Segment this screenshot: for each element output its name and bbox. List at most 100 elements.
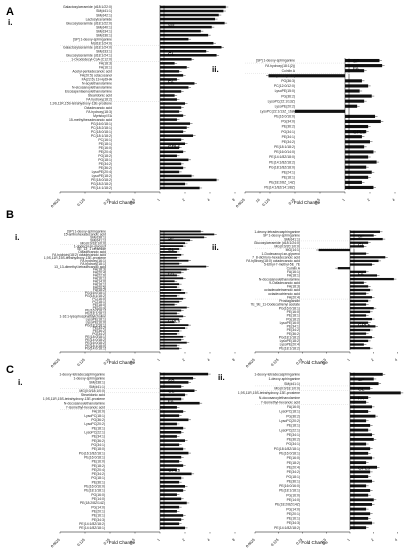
category-label-A-i-18: FA(22:6) 13-HpDHA bbox=[82, 78, 113, 82]
bar-C-i-2 bbox=[160, 381, 189, 384]
category-label-A-i-27: Myristoyl EA bbox=[93, 114, 113, 118]
bar-B-ii-14 bbox=[350, 281, 364, 284]
bar-B-ii-8 bbox=[350, 259, 379, 263]
bar-B-i-12 bbox=[160, 265, 207, 268]
category-label-A-i-16: Acetyl-pentadecanoic acid bbox=[72, 70, 112, 74]
category-label-B-i-35: PG(34:2) bbox=[92, 332, 106, 336]
bar-C-ii-2 bbox=[350, 382, 379, 386]
bar-C-ii-0 bbox=[350, 372, 383, 376]
bar-B-i-20 bbox=[160, 289, 182, 291]
category-label-C-i-5: Stearidonic acid bbox=[81, 393, 105, 397]
category-label-B-ii-28: PE(36:2) bbox=[287, 332, 300, 336]
category-label-A-i-4: Glucosylceramide (d18:1/22:0) bbox=[66, 21, 112, 25]
category-label-B-ii-10: Colnlin A bbox=[287, 266, 301, 270]
bar-C-i-32 bbox=[160, 505, 180, 509]
bar-B-i-11 bbox=[160, 262, 180, 265]
category-label-C-ii-8: LysoPC(18:1) bbox=[279, 410, 300, 414]
group-label-C-ii-2: FA bbox=[358, 396, 365, 402]
category-label-C-i-33: PE(20:1) bbox=[92, 509, 105, 513]
group-label-C-i-3: GPLs bbox=[168, 468, 181, 474]
bar-A-i-10 bbox=[160, 45, 222, 49]
category-label-C-i-22: PE(18:2) bbox=[92, 464, 105, 468]
bar-B-ii-2 bbox=[350, 237, 383, 241]
bar-C-i-18 bbox=[160, 447, 184, 451]
bar-A-ii-8 bbox=[345, 99, 365, 103]
category-label-B-ii-24: PG(18:2) bbox=[286, 317, 300, 321]
group-label-A-i-3: GPLs bbox=[168, 144, 181, 150]
category-label-C-ii-4: 1,9S,11R,15S-tetrahydroxy-13E-prostene bbox=[238, 391, 300, 395]
bar-C-i-21 bbox=[160, 460, 180, 463]
category-label-A-ii-23: PE(18:1) bbox=[282, 176, 295, 180]
x-tick-label-B-ii-1: 0.125 bbox=[270, 358, 279, 367]
bar-C-ii-20 bbox=[350, 465, 378, 469]
x-tick-label-B-ii-5: 2 bbox=[370, 358, 374, 362]
category-label-B-ii-15: FA(18:3) bbox=[287, 285, 300, 289]
category-label-C-ii-6: 7-isomethyl-hexanoic acid bbox=[261, 400, 300, 404]
bar-A-i-17 bbox=[160, 74, 184, 77]
category-label-A-ii-18: PE(16:0/14:0) bbox=[274, 150, 295, 154]
subpanel-label-C-ii: ii. bbox=[218, 373, 225, 382]
group-label-B-ii-3: GPLs bbox=[358, 323, 371, 329]
bar-B-i-34 bbox=[160, 330, 180, 332]
bar-C-i-6 bbox=[160, 397, 182, 401]
bar-C-ii-3 bbox=[350, 386, 371, 390]
bar-A-ii-7 bbox=[345, 94, 372, 98]
x-tick-label-A-i-0: 0.0625 bbox=[50, 198, 61, 209]
x-tick-label-A-i-8: 16 bbox=[255, 198, 261, 204]
x-tick-label-B-ii-6: 4 bbox=[394, 358, 398, 362]
bar-B-ii-21 bbox=[350, 307, 374, 310]
bar-A-i-32 bbox=[160, 134, 194, 137]
category-label-C-i-12: LysoPC(20:2) bbox=[84, 422, 105, 426]
category-label-B-i-4: MG(0:0/18:1/0:0) bbox=[80, 241, 106, 245]
group-label-A-ii-1: FA bbox=[353, 66, 360, 72]
bar-C-i-4 bbox=[160, 389, 195, 392]
bar-A-i-38 bbox=[160, 158, 189, 162]
category-label-C-ii-31: PE(16:1) bbox=[287, 517, 300, 521]
category-label-B-i-31: LysoPE(16:0) bbox=[86, 320, 106, 324]
bar-A-ii-13 bbox=[345, 124, 369, 129]
bar-A-ii-6 bbox=[345, 89, 360, 93]
x-tick-label-C-i-4: 1 bbox=[156, 538, 160, 542]
group-label-B-ii-0: SP bbox=[358, 233, 364, 239]
bar-A-i-39 bbox=[160, 162, 182, 166]
bar-A-ii-25 bbox=[345, 185, 374, 190]
bar-C-i-9 bbox=[160, 410, 184, 413]
bar-A-i-9 bbox=[160, 41, 214, 45]
bar-B-ii-20 bbox=[350, 303, 367, 306]
bar-C-i-0 bbox=[160, 372, 209, 376]
category-label-B-i-16: FA(16:1) bbox=[93, 276, 106, 280]
bar-A-ii-14 bbox=[345, 130, 367, 134]
category-label-A-ii-15: PE(34:1) bbox=[282, 135, 295, 139]
x-tick-label-B-i-3: 0.5 bbox=[129, 358, 135, 364]
category-label-A-i-12: Glucosylceramide (d18:1/24:1) bbox=[66, 53, 112, 57]
category-label-B-i-3: SM(d41:1) bbox=[90, 238, 106, 242]
x-axis-label-A-i: Fold Change bbox=[109, 200, 136, 205]
bar-B-ii-22 bbox=[350, 310, 371, 313]
category-label-B-i-1: 15-aminohexadecanoic acid bbox=[64, 233, 106, 237]
category-label-A-i-40: PE(36:2) bbox=[99, 166, 112, 170]
bar-C-i-29 bbox=[160, 493, 177, 496]
x-tick-label-B-i-0: 0.0625 bbox=[50, 358, 61, 369]
x-axis-label-B-i: Fold Change bbox=[109, 360, 136, 365]
bar-A-i-1 bbox=[160, 9, 224, 13]
bar-B-i-17 bbox=[160, 280, 175, 283]
category-label-C-i-6: 1,9S,11R,15S-tetrahydroxy-13E-prostene bbox=[43, 397, 105, 401]
category-label-C-ii-15: PG(34:1) bbox=[286, 442, 300, 446]
bar-A-i-34 bbox=[160, 142, 185, 145]
x-tick-label-A-ii-6: 4 bbox=[391, 198, 395, 202]
bar-A-i-15 bbox=[160, 66, 187, 69]
category-label-C-i-23: PE(20:4) bbox=[92, 468, 105, 472]
category-label-C-ii-28: PE(18:2/8Z/14Z) bbox=[275, 503, 300, 507]
category-label-C-ii-22: PG(18:1) bbox=[286, 475, 300, 479]
category-label-A-i-10: Galactosylceramide (d18:1/24:0) bbox=[63, 45, 112, 49]
category-label-C-ii-12: LysoPC(22:1) bbox=[279, 428, 300, 432]
category-label-B-ii-23: PE(18:1) bbox=[287, 314, 300, 318]
group-label-B-i-2: FA bbox=[168, 270, 175, 276]
category-label-C-ii-2: SM(d41:1) bbox=[284, 382, 300, 386]
category-label-A-i-14: FA(18:3) bbox=[99, 62, 112, 66]
category-label-B-i-5: 1-dodecyl-sn-glycerol bbox=[74, 244, 106, 248]
x-tick-label-A-i-7: 8 bbox=[231, 198, 235, 202]
bar-B-ii-27 bbox=[350, 328, 371, 332]
category-label-C-ii-0: 1-deoxy-tetradecasphinganine bbox=[254, 373, 300, 377]
bar-A-i-12 bbox=[160, 54, 217, 57]
